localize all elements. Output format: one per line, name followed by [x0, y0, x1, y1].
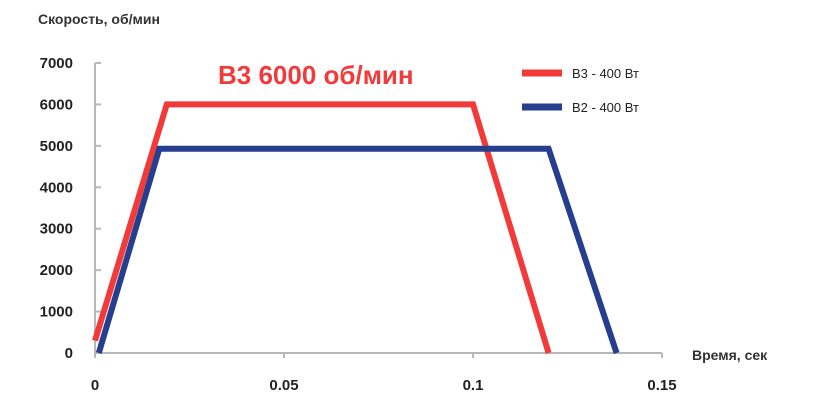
x-tick-label: 0.15	[647, 377, 676, 394]
annotation-b3-speed: B3 6000 об/мин	[218, 60, 414, 90]
series-line-0	[92, 101, 552, 354]
y-tick-label: 4000	[40, 179, 73, 196]
y-tick-label: 5000	[40, 138, 73, 155]
y-tick-label: 6000	[40, 96, 73, 113]
y-tick-label: 7000	[40, 55, 73, 72]
x-axis-ticks: 0 0.05 0.1 0.15	[91, 353, 677, 394]
x-tick-label: 0	[91, 377, 99, 394]
legend: B3 - 400 Вт B2 - 400 Вт	[522, 66, 639, 115]
y-tick-label: 0	[65, 345, 73, 362]
legend-label-1: B2 - 400 Вт	[572, 100, 639, 115]
series-layer	[92, 101, 620, 354]
series-line-1	[95, 145, 620, 354]
x-axis-label: Время, сек	[692, 347, 768, 363]
x-tick-label: 0.05	[269, 377, 298, 394]
y-axis-label: Скорость, об/мин	[38, 11, 160, 27]
y-tick-label: 3000	[40, 221, 73, 238]
y-tick-label: 2000	[40, 262, 73, 279]
y-axis-ticks: 0 1000 2000 3000 4000 5000 6000 7000	[40, 55, 101, 362]
legend-label-0: B3 - 400 Вт	[572, 66, 639, 81]
y-tick-label: 1000	[40, 304, 73, 321]
x-tick-label: 0.1	[463, 377, 484, 394]
